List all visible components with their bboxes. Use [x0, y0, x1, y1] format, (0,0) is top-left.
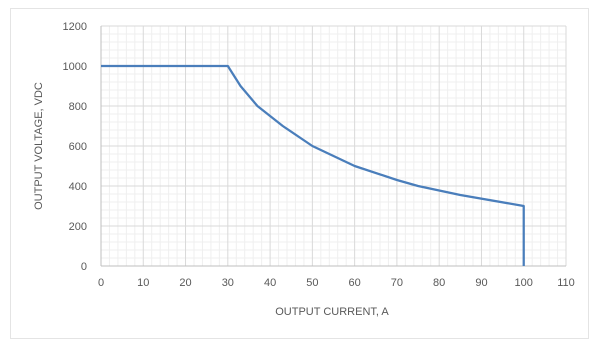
x-tick-label: 90 [475, 277, 487, 289]
x-tick-label: 30 [222, 277, 234, 289]
y-tick-label: 400 [69, 181, 87, 193]
x-tick-label: 20 [179, 277, 191, 289]
x-tick-label: 100 [515, 277, 533, 289]
series-layer [101, 64, 525, 266]
x-tick-label: 60 [349, 277, 361, 289]
x-tick-label: 110 [557, 277, 575, 289]
x-tick-label: 40 [264, 277, 276, 289]
series-line-0 [101, 64, 525, 266]
y-tick-label: 800 [69, 101, 87, 113]
x-tick-label: 10 [137, 277, 149, 289]
x-tick-label: 0 [98, 277, 104, 289]
chart-frame [10, 8, 589, 339]
y-tick-label: 1200 [63, 21, 87, 33]
y-axis-title: OUTPUT VOLTAGE, VDC [33, 82, 45, 210]
x-tick-label: 70 [391, 277, 403, 289]
y-tick-label: 200 [69, 221, 87, 233]
y-tick-label: 0 [81, 261, 87, 273]
major-grid [100, 25, 567, 267]
x-axis-title: OUTPUT CURRENT, A [275, 306, 389, 318]
x-tick-label: 80 [433, 277, 445, 289]
y-tick-label: 1000 [63, 61, 87, 73]
x-tick-label: 50 [306, 277, 318, 289]
y-tick-label: 600 [69, 141, 87, 153]
tick-labels: 0 10 20 30 40 50 60 70 80 90 100 110 0 200 400 600 800 10… [63, 21, 575, 289]
